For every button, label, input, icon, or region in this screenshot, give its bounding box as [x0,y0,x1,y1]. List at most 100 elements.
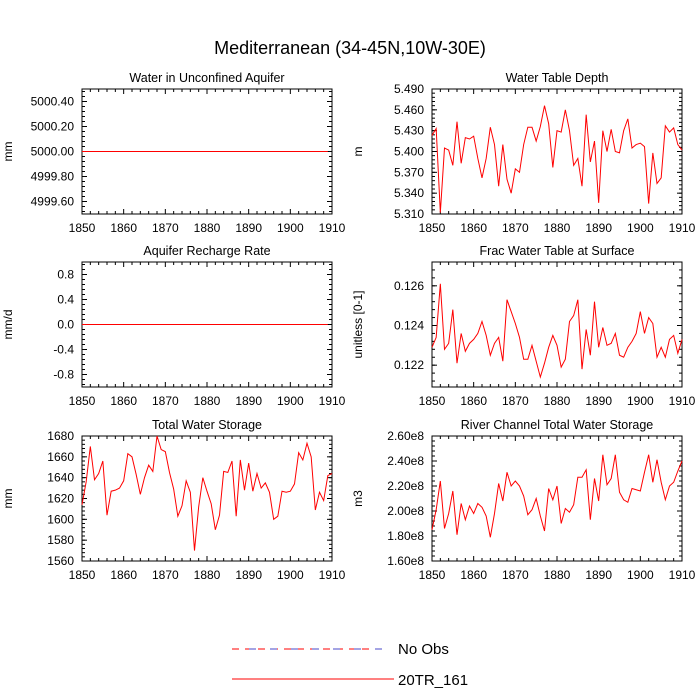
plot-frame [431,435,683,562]
x-tick-label: 1880 [194,394,221,408]
y-tick-label: 5.460 [394,103,424,117]
series-line-20TR_161 [431,105,683,213]
x-tick-label: 1900 [277,568,304,582]
x-tick-label: 1870 [502,221,529,235]
y-tick-label: 5.400 [394,145,424,159]
series-line-20TR_161 [81,435,333,551]
panel-title: Water Table Depth [506,71,609,85]
x-tick-label: 1890 [585,568,612,582]
x-ticks: 1850 1860 1870 1880 1890 1900 1910 [419,89,696,235]
x-tick-label: 1890 [585,221,612,235]
x-tick-label: 1890 [235,221,262,235]
x-ticks: 1850 1860 1870 1880 1890 1900 1910 [69,89,346,235]
y-tick-label: 0.0 [57,318,74,332]
x-tick-label: 1890 [585,394,612,408]
y-ticks: 1.60e8 1.80e8 2.00e8 2.20e8 2.40e8 2.60e8 [387,429,682,568]
y-tick-label: 4999.80 [31,170,75,184]
y-tick-label: 5.430 [394,124,424,138]
y-tick-label: 1.60e8 [387,554,424,568]
panels-group: Water in Unconfined Aquifer mm 1850 1860 187… [1,71,696,582]
x-ticks: 1850 1860 1870 1880 1890 1900 1910 [419,262,696,408]
figure-title: Mediterranean (34-45N,10W-30E) [214,38,486,58]
y-tick-label: 4999.60 [31,195,75,209]
x-tick-label: 1910 [319,394,346,408]
plot-frame [431,261,683,388]
y-axis-label: m3 [351,490,365,507]
y-tick-label: 2.40e8 [387,454,424,468]
y-tick-label: 5.370 [394,165,424,179]
x-ticks: 1850 1860 1870 1880 1890 1900 1910 [69,262,346,408]
y-tick-label: 1640 [47,471,74,485]
x-tick-label: 1880 [194,568,221,582]
x-tick-label: 1850 [419,394,446,408]
y-tick-label: 2.60e8 [387,429,424,443]
x-tick-label: 1850 [69,221,96,235]
panel-title: Aquifer Recharge Rate [143,244,270,258]
x-tick-label: 1870 [502,568,529,582]
series-line-20TR_161 [431,454,683,538]
y-tick-label: 0.126 [394,279,424,293]
y-tick-label: 5.490 [394,82,424,96]
y-tick-label: 1580 [47,533,74,547]
series-line-20TR_161 [431,283,683,379]
x-tick-label: 1870 [152,568,179,582]
chart-panel-1: Water in Unconfined Aquifer mm 1850 1860 187… [1,71,346,235]
chart-panel-3: Aquifer Recharge Rate mm/d 1850 1860 1870 188… [1,244,346,408]
y-tick-label: 1.80e8 [387,529,424,543]
x-tick-label: 1850 [69,394,96,408]
legend-model-label: 20TR_161 [398,672,468,689]
x-tick-label: 1880 [544,394,571,408]
y-tick-label: 0.4 [57,293,74,307]
x-tick-label: 1860 [460,221,487,235]
x-tick-label: 1900 [627,568,654,582]
y-tick-label: 5000.40 [31,95,75,109]
y-tick-label: 1620 [47,492,74,506]
y-ticks: 1560 1580 1600 1620 1640 1660 1680 [47,429,332,568]
x-tick-label: 1880 [544,568,571,582]
y-tick-label: 0.124 [394,318,424,332]
chart-panel-4: Frac Water Table at Surface unitless [0-1… [351,244,696,408]
chart-panel-2: Water Table Depth m 1850 1860 1870 1880 1890 19… [351,71,696,235]
legend: No Obs 20TR_161 [232,641,468,689]
x-tick-label: 1860 [460,394,487,408]
x-tick-label: 1860 [460,568,487,582]
x-tick-label: 1910 [319,568,346,582]
panel-title: Total Water Storage [152,418,262,432]
x-tick-label: 1910 [669,394,696,408]
y-tick-label: 5000.20 [31,120,75,134]
x-tick-label: 1880 [194,221,221,235]
y-tick-label: 2.00e8 [387,504,424,518]
panel-title: Water in Unconfined Aquifer [129,71,284,85]
x-ticks: 1850 1860 1870 1880 1890 1900 1910 [419,436,696,582]
x-tick-label: 1860 [110,394,137,408]
x-tick-label: 1910 [669,221,696,235]
legend-no-obs-label: No Obs [398,641,449,658]
y-tick-label: 5.310 [394,207,424,221]
y-tick-label: 0.122 [394,358,424,372]
x-tick-label: 1910 [319,221,346,235]
plot-frame [81,435,333,562]
panel-title: River Channel Total Water Storage [461,418,654,432]
x-tick-label: 1860 [110,568,137,582]
y-axis-label: mm [1,142,15,162]
x-tick-label: 1850 [69,568,96,582]
y-tick-label: 1560 [47,554,74,568]
x-tick-label: 1900 [627,221,654,235]
y-tick-label: -0.8 [53,368,74,382]
y-ticks: -0.8 -0.4 0.0 0.4 0.8 [53,264,332,385]
y-axis-label: mm [1,489,15,509]
x-ticks: 1850 1860 1870 1880 1890 1900 1910 [69,436,346,582]
y-tick-label: 1660 [47,450,74,464]
y-tick-label: 5.340 [394,186,424,200]
y-tick-label: 0.8 [57,268,74,282]
x-tick-label: 1870 [152,394,179,408]
x-tick-label: 1900 [627,394,654,408]
y-tick-label: 1600 [47,512,74,526]
y-tick-label: -0.4 [53,343,74,357]
y-axis-label: mm/d [1,310,15,340]
x-tick-label: 1900 [277,221,304,235]
x-tick-label: 1890 [235,394,262,408]
y-tick-label: 1680 [47,429,74,443]
